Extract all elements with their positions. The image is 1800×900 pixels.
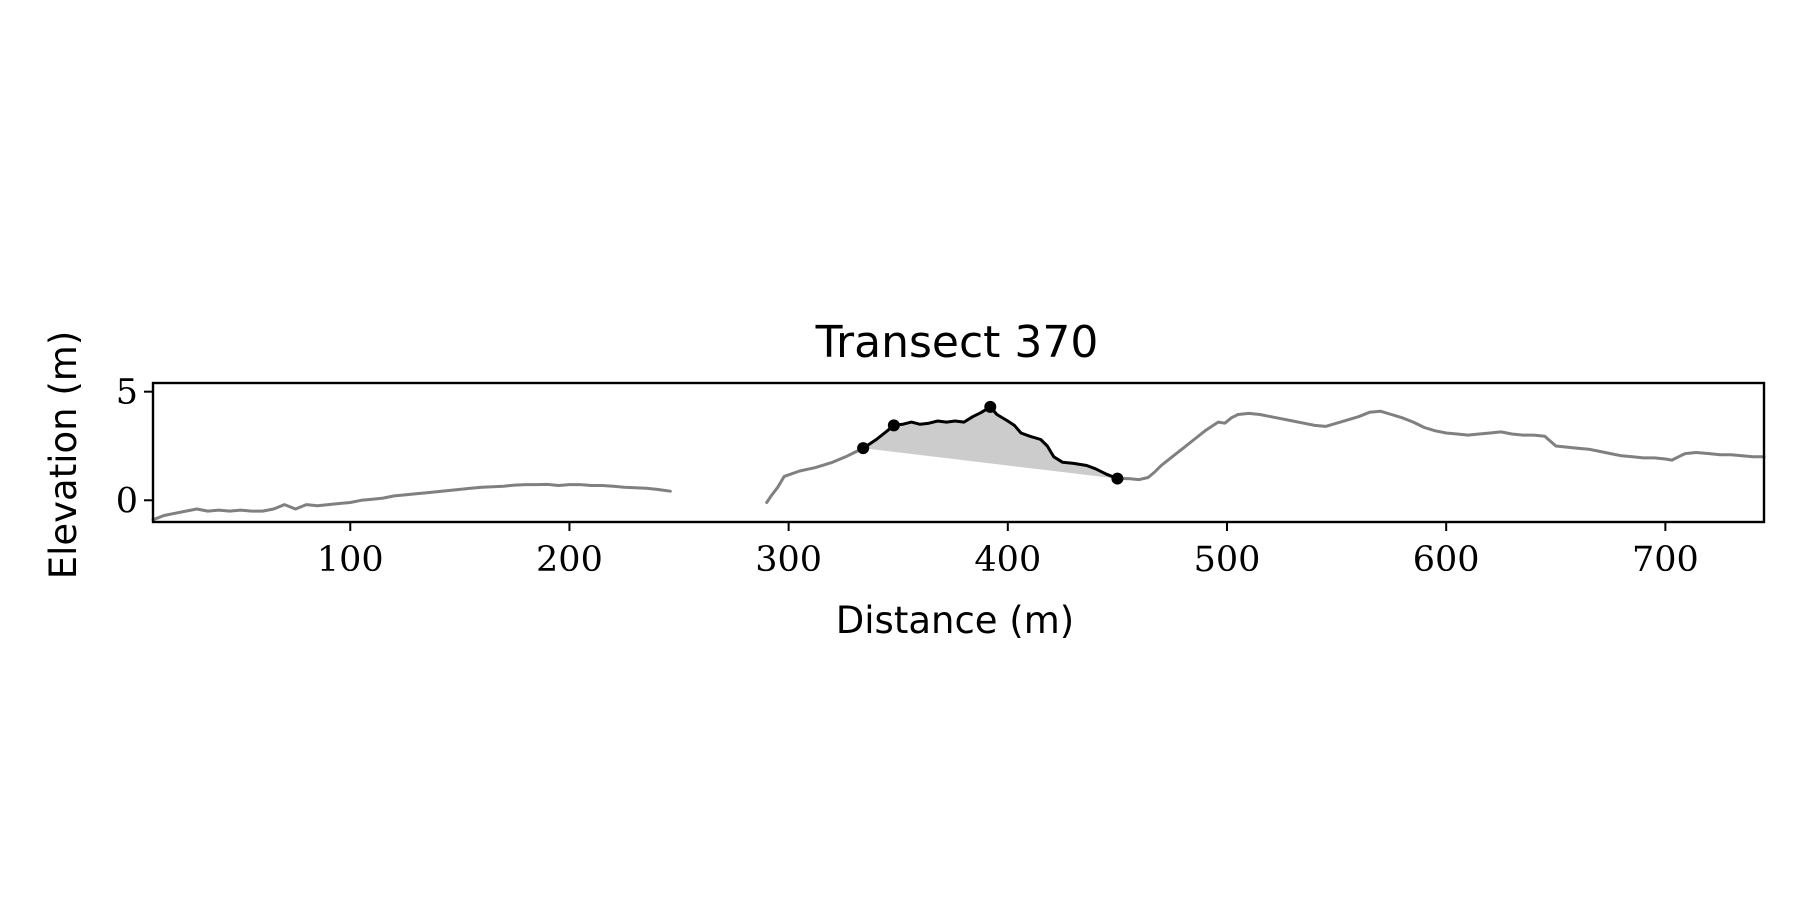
plot-frame [151,381,1766,524]
feature-area [863,406,1118,479]
x-axis-label: Distance (m) [836,599,1074,642]
x-tick-label-600: 600 [1413,540,1480,580]
profile-line-segment-3 [1115,409,1766,482]
chart-title: Transect 370 [815,317,1099,368]
x-tick-label-200: 200 [536,540,603,580]
x-tick-label-100: 100 [317,540,384,580]
y-axis-label: Elevation (m) [42,331,85,580]
feature-marker-3 [984,400,997,413]
feature-marker-4 [1111,472,1124,485]
x-tick-label-400: 400 [974,540,1041,580]
profile-line-segment-1 [151,482,672,522]
feature-marker-1 [857,442,870,455]
feature-marker-2 [887,419,900,432]
y-axis: 05 [116,373,153,521]
y-tick-label-5: 5 [116,373,138,413]
y-tick-label-0: 0 [116,481,138,521]
x-tick-label-700: 700 [1632,540,1699,580]
profile-line-segment-2 [765,446,865,504]
plot-area [151,400,1766,522]
x-axis: 100 200 300 400 500 600 700 [317,522,1699,580]
x-tick-label-500: 500 [1194,540,1261,580]
x-tick-label-300: 300 [755,540,822,580]
